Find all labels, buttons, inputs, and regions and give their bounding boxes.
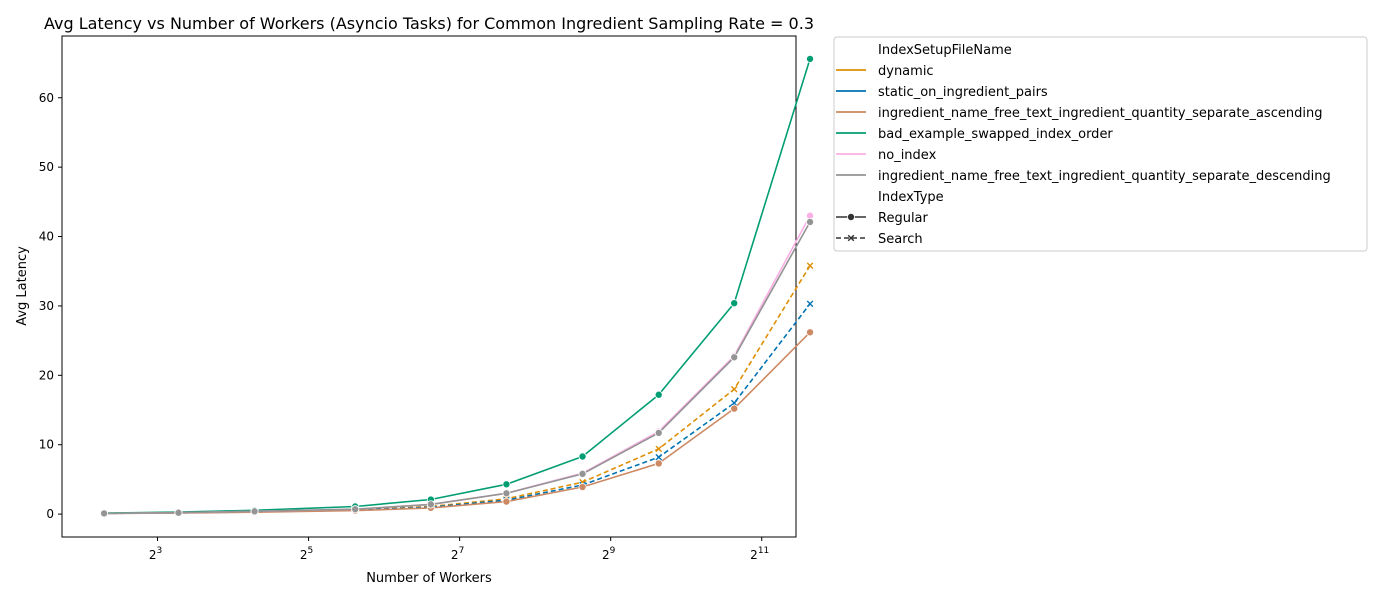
- legend-label: Search: [878, 232, 923, 247]
- y-tick-label: 60: [39, 91, 54, 105]
- legend-box: [833, 36, 1368, 252]
- data-point: [578, 469, 587, 478]
- data-point: [426, 500, 435, 509]
- data-point: [502, 497, 511, 506]
- data-point: [250, 507, 259, 516]
- series-bad_example_swapped_index_order: [100, 54, 815, 518]
- y-tick-label: 0: [46, 507, 54, 521]
- x-tick-label: 23: [149, 546, 162, 562]
- legend-marker: [847, 212, 856, 221]
- legend-style-title: IndexType: [878, 190, 944, 205]
- data-point: [655, 445, 663, 453]
- y-tick-label: 20: [39, 368, 54, 382]
- data-point: [655, 453, 663, 461]
- plot-area: [61, 35, 815, 538]
- x-tick-label: 211: [750, 546, 769, 562]
- data-point: [730, 299, 739, 308]
- data-point: [654, 459, 663, 468]
- legend-label: no_index: [878, 148, 937, 163]
- data-point: [730, 385, 738, 393]
- y-tick-label: 10: [39, 438, 54, 452]
- data-point: [806, 300, 814, 308]
- legend-item-bad_example_swapped_index_order: bad_example_swapped_index_order: [836, 127, 1113, 142]
- legend-style-regular: Regular: [836, 211, 929, 226]
- series-layer: [100, 54, 815, 518]
- x-axis-label: Number of Workers: [366, 571, 492, 586]
- y-tick-label: 30: [39, 299, 54, 313]
- series-line: [104, 331, 811, 515]
- series-no_index: [100, 211, 815, 518]
- legend-label: static_on_ingredient_pairs: [878, 85, 1048, 100]
- legend-item-static_on_ingredient_pairs: static_on_ingredient_pairs: [836, 85, 1048, 100]
- legend-label: Regular: [878, 211, 929, 226]
- data-point: [174, 508, 183, 517]
- data-point: [730, 399, 738, 407]
- data-point: [654, 428, 663, 437]
- series-line: [104, 221, 811, 515]
- legend-label: ingredient_name_free_text_ingredient_qua…: [878, 169, 1331, 184]
- legend-label: bad_example_swapped_index_order: [878, 127, 1113, 142]
- data-point: [806, 54, 815, 63]
- data-point: [730, 404, 739, 413]
- legend-style-search: Search: [836, 232, 923, 247]
- axes-frame: [61, 35, 797, 538]
- data-point: [100, 509, 109, 518]
- y-axis: 0 10 20 30 40 50 60: [39, 91, 62, 521]
- series-line: [104, 58, 811, 514]
- legend-hue-title: IndexSetupFileName: [878, 43, 1012, 58]
- legend-marker: [847, 234, 855, 242]
- series-dynamic: [100, 262, 814, 517]
- legend-item-ingredient_name_free_text_ingredient_quantity_separate_ascending: ingredient_name_free_text_ingredient_qua…: [836, 106, 1322, 121]
- legend: IndexSetupFileName IndexType dynamic stat…: [833, 36, 1368, 252]
- legend-label: dynamic: [878, 64, 934, 79]
- data-point: [502, 480, 511, 489]
- data-point: [578, 483, 587, 492]
- x-tick-label: 27: [451, 546, 464, 562]
- legend-label: ingredient_name_free_text_ingredient_qua…: [878, 106, 1322, 121]
- legend-item-dynamic: dynamic: [836, 64, 934, 79]
- x-tick-label: 25: [300, 546, 313, 562]
- legend-entries: dynamic static_on_ingredient_pairsingredi…: [836, 64, 1331, 247]
- y-tick-label: 40: [39, 230, 54, 244]
- series-line: [104, 265, 811, 515]
- y-tick-label: 50: [39, 160, 54, 174]
- data-point: [806, 217, 815, 226]
- series-static_on_ingredient_pairs: [100, 300, 814, 517]
- data-point: [806, 262, 814, 269]
- data-point: [806, 328, 815, 337]
- data-point: [578, 452, 587, 461]
- series-ingredient_name_free_text_ingredient_quantity_separate_descending: [100, 217, 815, 518]
- data-point: [351, 505, 360, 514]
- y-axis-label: Avg Latency: [15, 246, 30, 326]
- data-point: [730, 353, 739, 362]
- series-line: [104, 215, 811, 515]
- data-point: [502, 489, 511, 498]
- chart-title: Avg Latency vs Number of Workers (Asynci…: [44, 14, 814, 33]
- series-line: [104, 303, 811, 515]
- legend-item-ingredient_name_free_text_ingredient_quantity_separate_descending: ingredient_name_free_text_ingredient_qua…: [836, 169, 1331, 184]
- x-tick-label: 29: [602, 546, 616, 562]
- legend-item-no_index: no_index: [836, 148, 937, 163]
- x-axis: 23 25 27 29 211: [149, 537, 769, 562]
- data-point: [654, 390, 663, 399]
